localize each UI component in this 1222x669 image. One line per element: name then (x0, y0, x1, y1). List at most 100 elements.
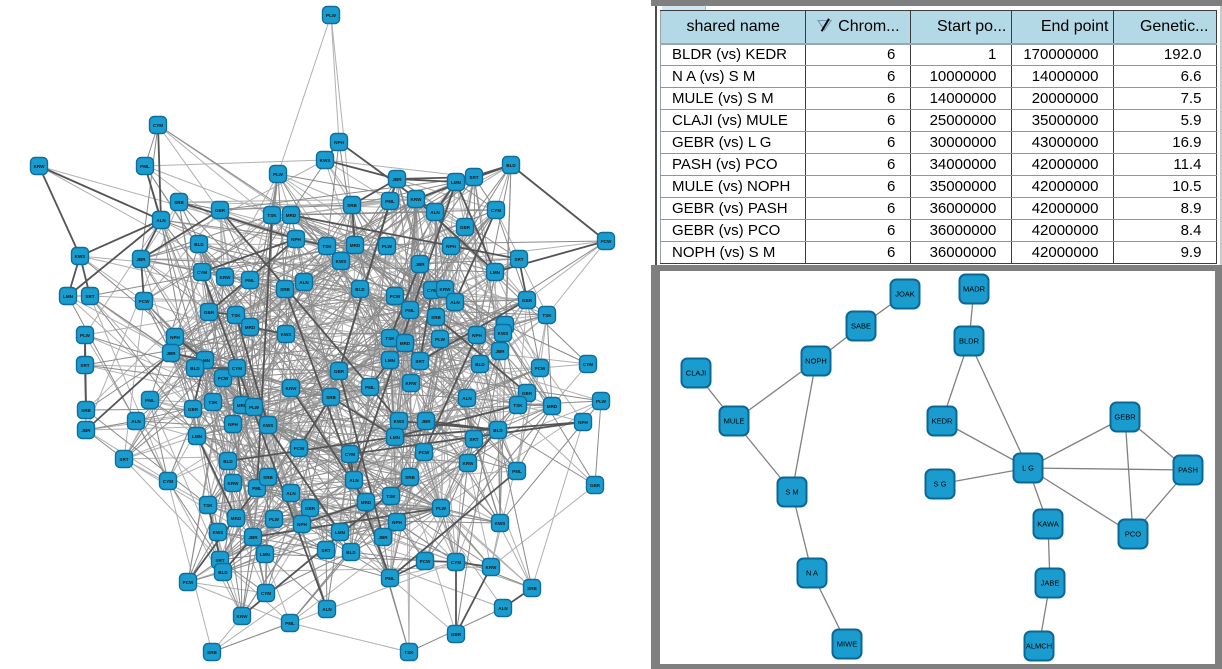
svg-text:KRW: KRW (463, 461, 475, 466)
svg-text:S M: S M (785, 488, 798, 497)
svg-text:NPH: NPH (297, 522, 307, 527)
svg-text:KRW: KRW (220, 275, 232, 280)
svg-text:CYM: CYM (232, 366, 242, 371)
svg-text:MRD: MRD (350, 243, 361, 248)
svg-text:ALN: ALN (286, 491, 296, 496)
svg-text:PML: PML (252, 486, 262, 491)
svg-text:KRW: KRW (237, 614, 249, 619)
svg-text:CYM: CYM (345, 452, 355, 457)
svg-text:CYM: CYM (153, 123, 163, 128)
svg-text:ALN: ALN (349, 478, 359, 483)
svg-text:TSK: TSK (231, 313, 241, 318)
svg-text:JBR: JBR (495, 349, 505, 354)
svg-text:ALN: ALN (131, 419, 141, 424)
svg-text:KEDR: KEDR (932, 417, 953, 426)
svg-text:KRW: KRW (228, 481, 240, 486)
svg-text:LMN: LMN (260, 552, 271, 557)
svg-text:KRW: KRW (411, 197, 423, 202)
svg-text:KWS: KWS (263, 423, 274, 428)
svg-text:JBR: JBR (81, 428, 91, 433)
svg-text:ALN: ALN (299, 280, 309, 285)
svg-text:CYM: CYM (261, 591, 271, 596)
svg-text:LMN: LMN (335, 530, 346, 535)
svg-text:KRW: KRW (286, 386, 298, 391)
svg-text:GBR: GBR (460, 225, 471, 230)
svg-text:SRB: SRB (81, 408, 91, 413)
svg-text:TSK: TSK (404, 650, 414, 655)
svg-text:PCW: PCW (218, 376, 229, 381)
svg-text:PLW: PLW (436, 506, 447, 511)
svg-text:SRB: SRB (207, 650, 217, 655)
svg-text:PLW: PLW (273, 172, 284, 177)
svg-text:PCW: PCW (390, 294, 401, 299)
svg-text:BLD: BLD (194, 242, 204, 247)
svg-text:PLW: PLW (596, 399, 607, 404)
svg-text:PLW: PLW (249, 405, 260, 410)
svg-text:PML: PML (285, 621, 295, 626)
svg-text:PML: PML (512, 469, 522, 474)
svg-text:PML: PML (385, 199, 395, 204)
svg-text:SRB: SRB (280, 287, 290, 292)
svg-text:KRW: KRW (406, 381, 418, 386)
svg-text:KWS: KWS (394, 419, 405, 424)
svg-text:KWS: KWS (75, 254, 86, 259)
svg-text:ALMCH: ALMCH (1026, 642, 1052, 651)
svg-text:CYM: CYM (197, 270, 207, 275)
svg-text:MRD: MRD (245, 325, 256, 330)
svg-text:PCW: PCW (601, 239, 612, 244)
svg-text:PCW: PCW (294, 446, 305, 451)
svg-text:SRB: SRB (174, 200, 184, 205)
svg-text:SRT: SRT (415, 359, 424, 364)
svg-text:CYM: CYM (491, 208, 501, 213)
svg-text:GBR: GBR (334, 369, 345, 374)
svg-text:CYM: CYM (427, 288, 437, 293)
svg-text:LMN: LMN (385, 358, 396, 363)
svg-text:MRD: MRD (547, 404, 558, 409)
svg-text:BLD: BLD (355, 287, 365, 292)
svg-text:MRD: MRD (231, 516, 242, 521)
svg-text:NOPH: NOPH (805, 357, 827, 366)
svg-text:BLD: BLD (506, 163, 516, 168)
svg-text:SRB: SRB (405, 475, 415, 480)
svg-text:JABE: JABE (1041, 579, 1060, 588)
svg-text:BLD: BLD (475, 362, 485, 367)
svg-text:JBR: JBR (248, 535, 258, 540)
svg-text:PML: PML (145, 398, 155, 403)
svg-text:ALN: ALN (462, 396, 472, 401)
svg-text:PML: PML (365, 385, 375, 390)
svg-text:SRB: SRB (431, 315, 441, 320)
svg-text:BLD: BLD (346, 550, 356, 555)
svg-text:PML: PML (245, 278, 255, 283)
svg-text:PCW: PCW (419, 450, 430, 455)
svg-text:PLW: PLW (326, 13, 337, 18)
svg-text:SRB: SRB (347, 203, 357, 208)
svg-text:JBR: JBR (166, 351, 176, 356)
svg-text:PCW: PCW (183, 580, 194, 585)
svg-text:PML: PML (405, 308, 415, 313)
svg-text:NPH: NPH (291, 237, 301, 242)
svg-text:BLD: BLD (493, 428, 503, 433)
svg-text:KWS: KWS (320, 158, 331, 163)
svg-text:TSK: TSK (203, 503, 213, 508)
svg-text:SRB: SRB (263, 475, 273, 480)
svg-text:GBR: GBR (305, 506, 316, 511)
svg-text:ALN: ALN (498, 606, 508, 611)
svg-text:SRT: SRT (215, 558, 224, 563)
svg-text:BLD: BLD (190, 366, 200, 371)
svg-text:NPH: NPH (170, 335, 180, 340)
svg-text:NPH: NPH (392, 520, 402, 525)
svg-text:PLW: PLW (382, 244, 393, 249)
svg-text:S G: S G (934, 480, 947, 489)
svg-text:NPH: NPH (228, 422, 238, 427)
svg-text:ALN: ALN (450, 300, 460, 305)
svg-text:LMN: LMN (63, 294, 74, 299)
svg-text:MIWE: MIWE (837, 640, 857, 649)
svg-text:PCW: PCW (535, 366, 546, 371)
svg-text:CYM: CYM (451, 560, 461, 565)
svg-text:PLW: PLW (435, 337, 446, 342)
svg-text:BLDR: BLDR (959, 337, 980, 346)
svg-text:SRT: SRT (119, 457, 128, 462)
svg-text:KWS: KWS (495, 521, 506, 526)
svg-text:KWS: KWS (281, 332, 292, 337)
svg-text:SABE: SABE (851, 322, 871, 331)
